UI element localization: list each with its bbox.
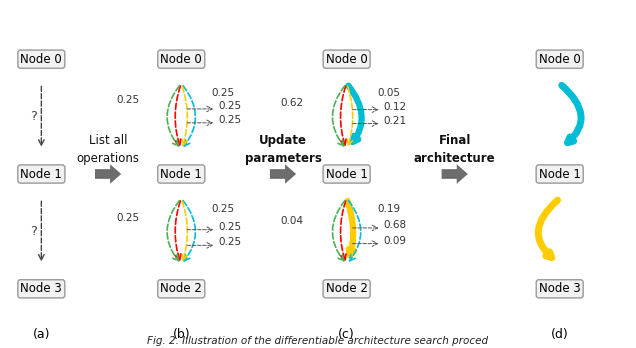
Text: 0.25: 0.25 — [218, 115, 241, 125]
Text: 0.25: 0.25 — [218, 101, 241, 111]
Text: Node 3: Node 3 — [539, 282, 581, 295]
FancyArrowPatch shape — [340, 201, 346, 260]
Text: 0.19: 0.19 — [377, 204, 400, 214]
Text: parameters: parameters — [245, 152, 321, 165]
FancyArrowPatch shape — [182, 86, 188, 145]
Text: 0.62: 0.62 — [280, 98, 303, 108]
FancyArrowPatch shape — [441, 164, 468, 184]
Text: Node 0: Node 0 — [160, 53, 202, 66]
FancyArrowPatch shape — [347, 86, 353, 145]
Text: 0.25: 0.25 — [218, 237, 241, 247]
Text: Node 1: Node 1 — [326, 167, 368, 181]
Text: Node 2: Node 2 — [326, 282, 368, 295]
FancyArrowPatch shape — [347, 201, 354, 255]
FancyArrowPatch shape — [95, 164, 121, 184]
Text: 0.21: 0.21 — [384, 116, 406, 126]
Text: Node 1: Node 1 — [160, 167, 202, 181]
FancyArrowPatch shape — [183, 86, 195, 146]
Text: (c): (c) — [338, 327, 355, 341]
Text: List all: List all — [89, 134, 127, 148]
Text: 0.25: 0.25 — [117, 213, 140, 223]
FancyArrowPatch shape — [183, 200, 195, 261]
Text: ?: ? — [30, 225, 36, 238]
Text: 0.68: 0.68 — [384, 220, 406, 230]
Text: Node 1: Node 1 — [20, 167, 62, 181]
Text: Node 0: Node 0 — [326, 53, 368, 66]
Text: 0.05: 0.05 — [377, 88, 400, 98]
FancyArrowPatch shape — [167, 200, 179, 261]
FancyArrowPatch shape — [175, 86, 181, 145]
Text: 0.25: 0.25 — [117, 95, 140, 105]
FancyArrowPatch shape — [175, 201, 181, 260]
Text: 0.25: 0.25 — [218, 222, 241, 232]
FancyArrowPatch shape — [270, 164, 296, 184]
FancyArrowPatch shape — [333, 86, 345, 146]
FancyArrowPatch shape — [182, 201, 188, 260]
Text: Fig. 2. Illustration of the differentiable architecture search proced: Fig. 2. Illustration of the differentiab… — [148, 336, 488, 346]
Text: 0.12: 0.12 — [384, 102, 406, 112]
Text: Node 0: Node 0 — [20, 53, 62, 66]
Text: ?: ? — [30, 110, 36, 123]
Text: (b): (b) — [172, 327, 190, 341]
Text: (a): (a) — [32, 327, 50, 341]
FancyArrowPatch shape — [167, 86, 179, 146]
Text: Node 0: Node 0 — [539, 53, 581, 66]
Text: 0.25: 0.25 — [212, 88, 235, 98]
Text: (d): (d) — [551, 327, 569, 341]
FancyArrowPatch shape — [562, 85, 581, 143]
FancyArrowPatch shape — [349, 86, 362, 142]
FancyArrowPatch shape — [340, 86, 346, 145]
Text: Node 1: Node 1 — [539, 167, 581, 181]
Text: 0.25: 0.25 — [212, 204, 235, 214]
FancyArrowPatch shape — [349, 200, 361, 261]
Text: Update: Update — [259, 134, 307, 148]
Text: Node 2: Node 2 — [160, 282, 202, 295]
Text: 0.09: 0.09 — [384, 236, 406, 246]
FancyArrowPatch shape — [538, 200, 558, 258]
Text: 0.04: 0.04 — [280, 216, 303, 227]
Text: Node 3: Node 3 — [20, 282, 62, 295]
Text: architecture: architecture — [414, 152, 495, 165]
Text: operations: operations — [76, 152, 140, 165]
Text: Final: Final — [439, 134, 471, 148]
FancyArrowPatch shape — [333, 200, 345, 261]
